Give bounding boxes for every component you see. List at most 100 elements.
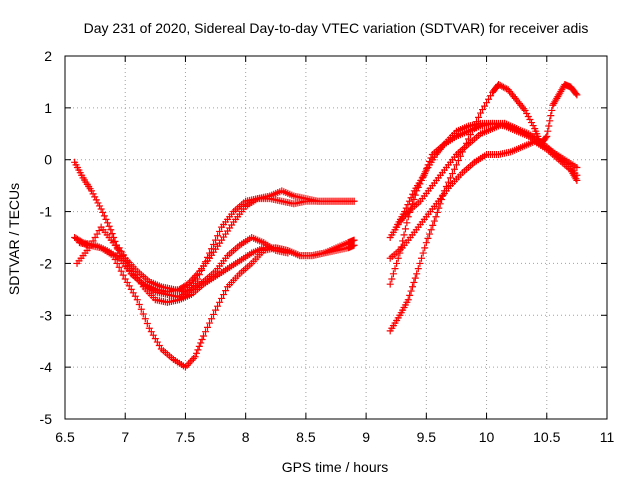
data-point — [220, 291, 228, 299]
y-tick-label: 0 — [44, 152, 52, 168]
x-tick-label: 9 — [362, 429, 370, 445]
data-point — [135, 300, 143, 308]
data-point — [214, 302, 222, 310]
data-point — [496, 81, 504, 89]
data-point — [181, 363, 189, 371]
data-point — [143, 319, 151, 327]
data-point — [137, 305, 145, 313]
data-point — [141, 315, 149, 323]
data-point — [475, 113, 483, 121]
data-point — [499, 83, 507, 91]
data-point — [108, 230, 116, 238]
data-point — [513, 125, 521, 133]
data-point — [99, 208, 107, 216]
data-point — [528, 119, 536, 127]
data-point — [547, 112, 555, 120]
data-point — [573, 91, 581, 99]
y-tick-label: -3 — [40, 307, 53, 323]
data-point — [545, 122, 553, 130]
data-point — [572, 90, 580, 98]
data-point — [427, 226, 435, 234]
data-point — [524, 113, 532, 120]
data-point — [419, 249, 427, 257]
data-point — [526, 116, 534, 124]
data-point — [427, 154, 435, 162]
data-point — [104, 219, 112, 227]
data-point — [546, 117, 554, 125]
data-point — [202, 328, 210, 336]
data-point — [402, 204, 410, 212]
x-tick-label: 7 — [121, 429, 129, 445]
data-point — [422, 239, 430, 247]
data-point — [529, 122, 537, 130]
data-point — [410, 278, 418, 286]
data-point — [401, 225, 409, 233]
series-trace-i — [386, 138, 581, 262]
data-point — [189, 355, 197, 362]
data-point — [408, 283, 416, 291]
y-tick-label: -2 — [40, 255, 53, 271]
data-point — [111, 256, 119, 264]
plot-frame — [64, 55, 608, 420]
data-point — [414, 265, 422, 273]
data-point — [193, 275, 201, 283]
data-point — [393, 259, 401, 267]
data-point — [200, 332, 208, 340]
y-tick-label: -5 — [40, 411, 53, 427]
data-point — [194, 346, 202, 354]
data-point — [208, 315, 216, 323]
data-point — [386, 280, 394, 288]
data-point — [452, 161, 460, 169]
data-point — [204, 323, 212, 331]
data-point — [413, 270, 421, 278]
data-point — [115, 263, 123, 271]
x-tick-label: 10 — [479, 429, 495, 445]
x-axis-label: GPS time / hours — [282, 459, 389, 475]
x-tick-labels: 6.5 7 7.5 8 8.5 9 9.5 10 10.5 11 — [55, 429, 614, 445]
data-point — [204, 253, 212, 261]
data-point — [521, 106, 529, 114]
data-point — [105, 222, 113, 230]
data-point — [407, 287, 415, 295]
data-point — [94, 199, 102, 207]
data-point — [214, 232, 222, 240]
data-point — [210, 240, 218, 248]
series-trace-j — [392, 119, 521, 231]
x-tick-label: 11 — [600, 429, 615, 445]
data-point — [430, 217, 438, 225]
series-trace-h — [386, 119, 581, 241]
data-point — [87, 187, 95, 195]
data-point — [495, 81, 503, 89]
grid-lines — [65, 56, 607, 419]
x-tick-label: 9.5 — [417, 429, 437, 445]
data-point — [426, 230, 434, 238]
x-tick-label: 6.5 — [55, 429, 75, 445]
y-tick-label: -1 — [40, 204, 53, 220]
data-point — [206, 249, 214, 257]
data-point — [400, 231, 408, 239]
data-point — [212, 236, 220, 244]
data-point — [403, 219, 411, 227]
x-tick-label: 8 — [242, 429, 250, 445]
data-point — [421, 170, 429, 178]
y-tick-labels: -5 -4 -3 -2 -1 0 1 2 — [40, 48, 53, 427]
data-point — [543, 132, 551, 140]
data-point — [89, 190, 97, 198]
data-point — [100, 212, 108, 220]
x-tick-label: 7.5 — [176, 429, 196, 445]
y-axis-label: SDTVAR / TECUs — [6, 183, 22, 295]
data-point — [544, 127, 552, 135]
data-point — [91, 193, 99, 201]
data-point — [409, 190, 417, 198]
data-point — [450, 165, 458, 173]
data-point — [350, 197, 358, 205]
data-point — [454, 157, 462, 165]
chart-title: Day 231 of 2020, Sidereal Day-to-day VTE… — [84, 20, 589, 36]
data-point — [520, 105, 528, 113]
series-trace-e — [115, 236, 358, 306]
series-trace-c — [75, 239, 358, 371]
data-point — [119, 271, 127, 279]
data-point — [183, 361, 191, 369]
data-point — [216, 227, 224, 235]
